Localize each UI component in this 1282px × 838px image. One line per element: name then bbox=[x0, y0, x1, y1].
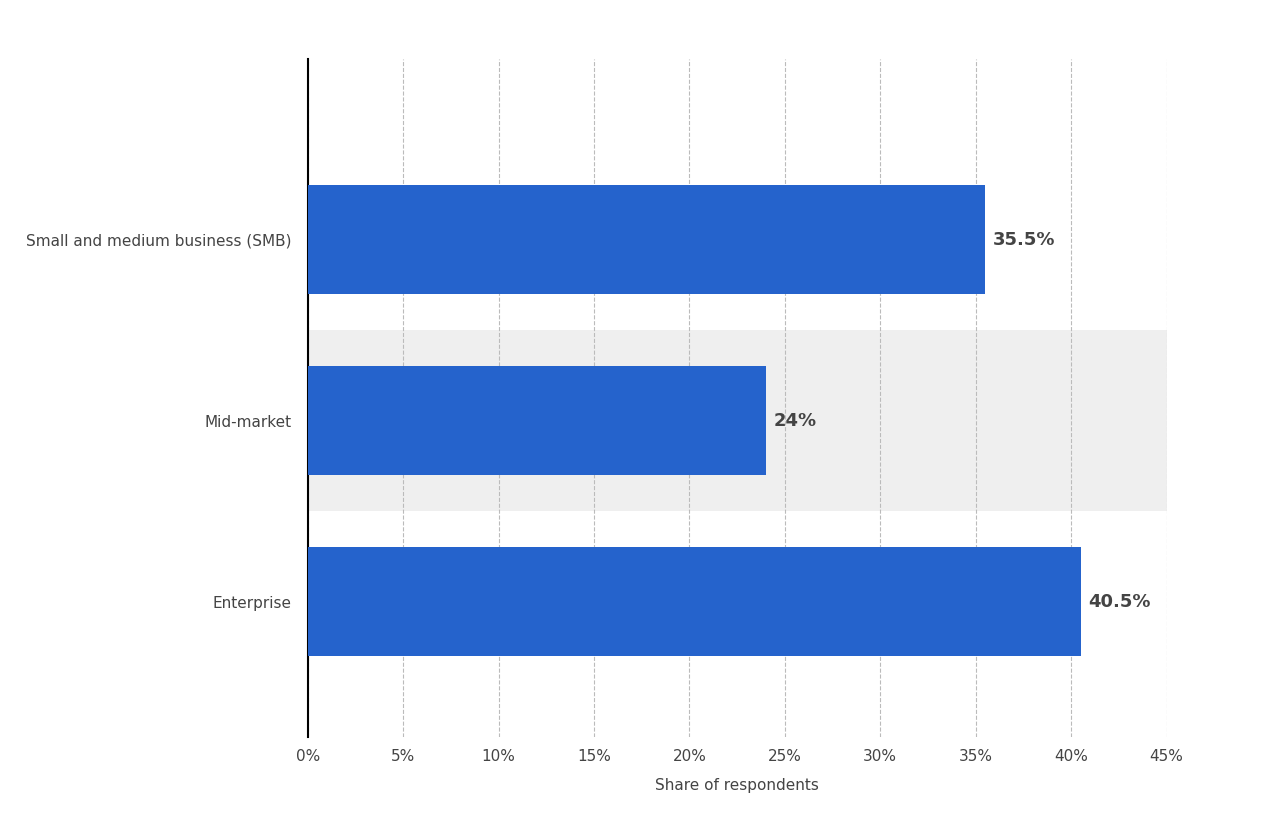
Bar bbox=[308, 185, 986, 294]
X-axis label: Share of respondents: Share of respondents bbox=[655, 779, 819, 793]
Bar bbox=[308, 330, 1167, 511]
Text: 40.5%: 40.5% bbox=[1088, 592, 1151, 611]
Bar bbox=[308, 366, 765, 475]
Bar bbox=[308, 547, 1081, 656]
Text: 24%: 24% bbox=[773, 411, 817, 430]
Text: 35.5%: 35.5% bbox=[994, 230, 1055, 249]
